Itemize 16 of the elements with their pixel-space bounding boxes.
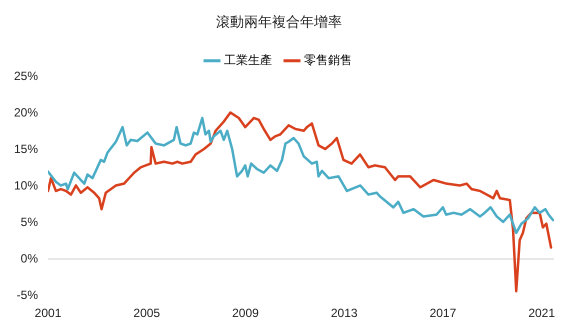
y-tick-label: -5% [16, 288, 38, 302]
y-tick-label: 25% [14, 69, 38, 84]
y-tick-label: 0% [20, 251, 38, 266]
y-tick-label: 15% [14, 142, 38, 156]
chart-title: 滾動兩年複合年增率 [216, 13, 342, 30]
x-tick-label: 2009 [232, 306, 260, 320]
x-tick-label: 2013 [330, 306, 358, 320]
x-tick-label: 2001 [34, 306, 62, 320]
y-tick-label: 5% [20, 214, 38, 229]
x-tick-label: 2005 [133, 306, 160, 320]
x-tick-label: 2017 [430, 306, 457, 320]
legend-label: 工業生產 [224, 53, 272, 68]
y-tick-label: 20% [14, 106, 38, 120]
y-tick-label: 10% [14, 178, 38, 193]
x-tick-label: 2021 [528, 306, 556, 320]
legend-label: 零售銷售 [304, 53, 352, 68]
